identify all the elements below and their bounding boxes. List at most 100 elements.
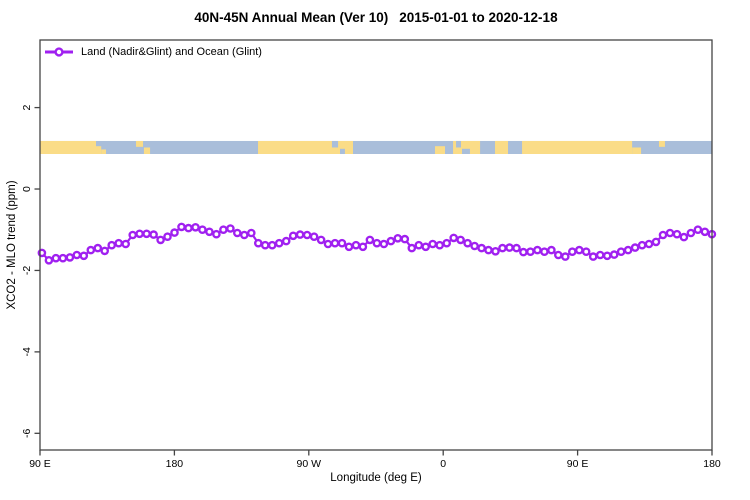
data-point-marker (212, 229, 221, 239)
data-point-marker (616, 247, 626, 256)
data-point-marker (595, 250, 605, 260)
data-point-marker (351, 240, 361, 250)
data-point-marker (128, 230, 137, 240)
axes: 90 E 180 90 W 0 90 E 180 2 0 -2 -4 -6 (21, 105, 721, 470)
data-point-marker (463, 238, 472, 248)
data-point-marker (100, 246, 109, 256)
data-point-marker (246, 228, 256, 238)
land-segment (632, 147, 642, 155)
legend-swatch-line-marker (45, 47, 73, 57)
data-point-marker (407, 243, 417, 253)
land-segment (96, 146, 102, 155)
data-point-marker (386, 236, 396, 246)
data-point-marker (533, 245, 542, 255)
data-point-marker (135, 229, 144, 239)
data-point-marker (295, 230, 305, 239)
data-point-marker (114, 238, 123, 248)
data-point-marker (679, 232, 689, 242)
data-point-marker (379, 239, 389, 249)
data-point-marker (79, 251, 89, 261)
data-point-marker (644, 239, 654, 249)
data-point-marker (609, 250, 619, 259)
data-point-marker (372, 238, 382, 248)
data-point-marker (121, 239, 130, 249)
data-point-marker (253, 238, 263, 248)
data-point-marker (421, 242, 431, 252)
data-point-marker (219, 225, 228, 234)
land-segment (658, 140, 665, 147)
land-segment (136, 140, 144, 147)
ocean-patch (456, 140, 461, 148)
data-point-marker (184, 223, 193, 233)
data-point-marker (393, 233, 403, 243)
data-point-marker (107, 240, 116, 250)
data-point-marker (170, 228, 179, 237)
data-point-marker (651, 237, 661, 247)
data-point-marker (477, 243, 486, 253)
data-point-marker (58, 253, 68, 263)
x-tick-label: 90 E (29, 458, 51, 470)
data-point-marker (65, 253, 75, 262)
data-point-marker (526, 247, 535, 256)
data-point-marker (267, 240, 277, 250)
data-point-marker (337, 238, 347, 248)
land-segment (495, 140, 509, 155)
data-point-marker (358, 242, 368, 252)
x-tick-label: 90 E (567, 458, 589, 470)
data-point-marker (505, 243, 514, 252)
ocean-patch (340, 148, 345, 155)
plot-frame (39, 39, 713, 451)
data-point-marker (72, 250, 82, 260)
chart-title-main: 40N-45N Annual Mean (Ver 10) (194, 10, 389, 25)
data-point-marker (309, 232, 319, 241)
legend: Land (Nadir&Glint) and Ocean (Glint) (44, 46, 262, 58)
data-point-marker (260, 240, 270, 250)
x-tick-label: 180 (703, 458, 721, 470)
data-point-marker (700, 227, 710, 237)
data-point-marker (205, 227, 214, 237)
legend-open-circle-marker (54, 47, 64, 57)
data-point-marker (191, 222, 200, 232)
ocean-patch (331, 140, 339, 148)
chart-title-dates: 2015-01-01 to 2020-12-18 (399, 10, 558, 25)
data-point-marker (581, 247, 591, 256)
data-point-marker (484, 245, 493, 255)
data-point-marker (491, 246, 500, 256)
data-point-marker (602, 251, 612, 261)
data-point-marker (547, 245, 556, 255)
data-point-marker (288, 231, 298, 241)
data-point-marker (330, 238, 340, 248)
data-point-marker (232, 228, 242, 238)
data-point-marker (449, 233, 459, 243)
data-point-marker (435, 240, 445, 250)
data-point-marker (470, 241, 479, 251)
data-point-marker (51, 253, 61, 263)
data-point-marker (637, 240, 647, 250)
y-tick-label: -4 (21, 347, 33, 356)
y-tick-label: 2 (21, 105, 33, 111)
land-segment (522, 140, 633, 155)
data-point-marker (428, 239, 438, 249)
chart-title: 40N-45N Annual Mean (Ver 10) 2015-01-01 t… (40, 10, 712, 25)
data-point-marker (93, 243, 103, 253)
data-point-marker (456, 235, 465, 245)
land-segment (40, 140, 96, 155)
land-ocean-strip (40, 140, 712, 155)
data-point-marker (365, 235, 375, 245)
data-point-marker (575, 245, 584, 255)
land-segment (434, 146, 445, 155)
data-point-marker (198, 225, 207, 234)
data-point-marker (554, 250, 563, 260)
land-segment (143, 147, 151, 155)
data-point-marker (86, 245, 96, 255)
data-point-marker (142, 229, 151, 239)
data-point-marker (623, 245, 633, 255)
data-point-marker (44, 255, 54, 265)
land-segment (101, 149, 107, 155)
data-point-marker (568, 247, 577, 256)
data-point-marker (226, 224, 235, 233)
data-point-marker (316, 235, 326, 245)
data-point-marker (540, 247, 549, 256)
y-tick-label: -6 (21, 428, 33, 437)
